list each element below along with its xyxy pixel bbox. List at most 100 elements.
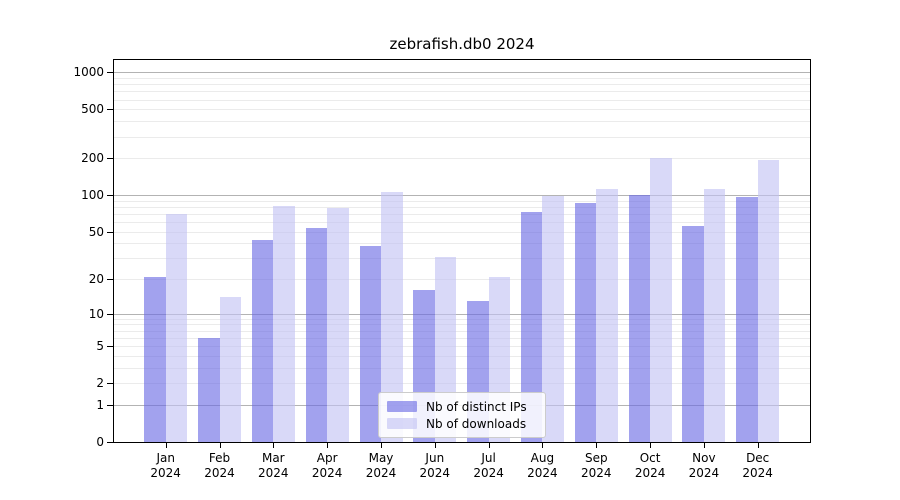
gridline-minor-5: [114, 346, 810, 348]
y-tick-label-200: 200: [81, 151, 104, 166]
bar-distinct-ips-mar: [251, 239, 274, 442]
x-tick-label-sep: Sep 2024: [581, 451, 612, 480]
gridline-minor-2: [114, 383, 810, 385]
bar-downloads-mar: [273, 205, 295, 442]
gridline-minor-70: [114, 213, 810, 215]
x-tick-apr: [327, 443, 329, 448]
bar-distinct-ips-may: [359, 246, 381, 442]
gridline-minor-300: [114, 136, 810, 138]
x-tick-label-may: May 2024: [365, 451, 397, 480]
x-tick-label-oct: Oct 2024: [634, 451, 666, 480]
bar-downloads-sep: [596, 189, 618, 442]
x-tick-label-jul: Jul 2024: [473, 451, 504, 480]
gridline-minor-8: [114, 324, 810, 326]
x-tick-jun: [434, 443, 436, 448]
y-tick-label-1000: 1000: [73, 65, 104, 80]
x-tick-label-jan: Jan 2024: [150, 451, 181, 480]
gridline-minor-4: [114, 355, 810, 357]
x-tick-may: [381, 443, 382, 448]
bar-downloads-aug: [542, 196, 564, 442]
y-tick-label-20: 20: [88, 272, 104, 287]
x-tick-sep: [596, 443, 598, 448]
y-tick-0: [107, 442, 113, 443]
y-tick-label-1: 1: [96, 397, 104, 412]
x-tick-label-aug: Aug 2024: [527, 451, 558, 480]
y-tick-2: [107, 383, 113, 385]
y-tick-label-5: 5: [96, 339, 104, 354]
bar-distinct-ips-nov: [682, 225, 704, 442]
gridline-minor-40: [114, 243, 810, 245]
plot-area: [113, 59, 811, 443]
y-tick-label-10: 10: [88, 306, 104, 321]
y-tick-label-0: 0: [96, 435, 104, 449]
x-tick-mar: [273, 443, 275, 448]
gridline-minor-600: [114, 99, 810, 101]
gridline-minor-200: [114, 158, 810, 160]
bar-distinct-ips-sep: [574, 202, 597, 442]
y-tick-50: [107, 231, 113, 233]
bar-downloads-apr: [327, 207, 349, 442]
y-tick-label-500: 500: [81, 102, 104, 117]
bar-distinct-ips-jan: [144, 276, 166, 442]
x-tick-aug: [542, 443, 544, 448]
gridline-major-1000: [114, 72, 810, 74]
x-tick-jan: [165, 443, 167, 448]
x-tick-dec: [757, 443, 759, 448]
gridline-minor-20: [114, 279, 810, 281]
x-tick-feb: [219, 443, 221, 448]
gridline-minor-90: [114, 200, 810, 202]
bar-downloads-oct: [650, 158, 672, 442]
bar-distinct-ips-oct: [628, 194, 651, 442]
x-tick-label-mar: Mar 2024: [258, 451, 289, 480]
legend: Nb of distinct IPs Nb of downloads: [378, 392, 546, 438]
x-tick-label-feb: Feb 2024: [204, 451, 235, 480]
legend-swatch-distinct-ips: [387, 401, 417, 412]
gridline-minor-700: [114, 91, 810, 93]
bar-downloads-jan: [165, 213, 188, 442]
gridline-minor-900: [114, 78, 810, 79]
y-tick-label-100: 100: [81, 188, 104, 203]
y-tick-20: [107, 279, 113, 281]
y-tick-500: [107, 109, 113, 111]
gridline-minor-50: [114, 231, 810, 233]
x-tick-oct: [650, 443, 652, 448]
gridline-minor-800: [114, 84, 810, 86]
y-tick-200: [107, 158, 113, 160]
bar-distinct-ips-aug: [520, 211, 543, 442]
x-tick-label-apr: Apr 2024: [311, 451, 343, 480]
bar-downloads-may: [381, 192, 403, 442]
x-tick-label-nov: Nov 2024: [688, 451, 720, 480]
x-tick-nov: [703, 443, 705, 448]
y-tick-label-50: 50: [88, 224, 104, 239]
gridline-minor-500: [114, 109, 810, 111]
legend-row-distinct-ips: Nb of distinct IPs: [387, 398, 537, 415]
y-tick-10: [107, 313, 113, 315]
x-tick-jul: [488, 443, 490, 448]
gridline-major-10: [114, 313, 810, 315]
gridline-minor-7: [114, 330, 810, 332]
legend-label-distinct-ips: Nb of distinct IPs: [426, 399, 527, 414]
y-tick-5: [107, 346, 113, 348]
bar-distinct-ips-feb: [198, 337, 220, 442]
gridline-minor-9: [114, 318, 810, 320]
gridline-minor-6: [114, 337, 810, 339]
gridline-minor-80: [114, 206, 810, 208]
bar-distinct-ips-dec: [736, 196, 758, 442]
legend-swatch-downloads: [387, 418, 417, 429]
gridline-minor-3: [114, 367, 810, 369]
bar-downloads-nov: [703, 188, 726, 442]
legend-row-downloads: Nb of downloads: [387, 415, 537, 432]
gridline-minor-400: [114, 121, 810, 123]
y-tick-1000: [107, 72, 113, 74]
bar-distinct-ips-apr: [305, 227, 328, 442]
y-tick-100: [107, 195, 113, 197]
y-tick-label-2: 2: [96, 376, 104, 391]
x-tick-label-dec: Dec 2024: [742, 451, 773, 480]
x-tick-label-jun: Jun 2024: [419, 451, 451, 480]
legend-label-downloads: Nb of downloads: [426, 416, 527, 431]
gridline-minor-30: [114, 258, 810, 260]
chart-title: zebrafish.db0 2024: [389, 35, 535, 53]
gridline-major-100: [114, 195, 810, 197]
y-tick-1: [107, 404, 113, 406]
